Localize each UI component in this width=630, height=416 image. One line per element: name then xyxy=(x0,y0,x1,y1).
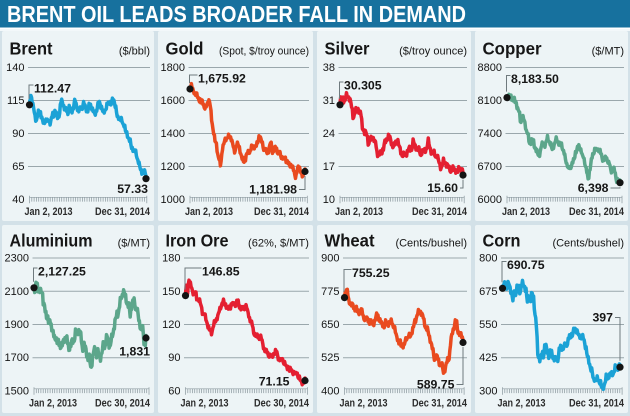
svg-text:1,181.98: 1,181.98 xyxy=(249,183,297,197)
svg-text:1500: 1500 xyxy=(5,386,29,398)
svg-text:90: 90 xyxy=(168,352,180,364)
svg-text:Jan 2, 2013: Jan 2, 2013 xyxy=(498,398,546,410)
svg-text:6700: 6700 xyxy=(478,161,502,173)
svg-text:60: 60 xyxy=(168,386,180,398)
svg-text:6000: 6000 xyxy=(478,194,502,206)
svg-text:Dec 30, 2014: Dec 30, 2014 xyxy=(95,398,151,410)
svg-text:40: 40 xyxy=(12,194,24,206)
svg-text:550: 550 xyxy=(479,319,497,331)
svg-text:Jan 2, 2013: Jan 2, 2013 xyxy=(502,206,550,218)
svg-text:38: 38 xyxy=(323,62,335,74)
svg-text:140: 140 xyxy=(6,62,24,74)
svg-text:(62%, $/MT): (62%, $/MT) xyxy=(248,238,309,250)
svg-text:Silver: Silver xyxy=(325,39,370,59)
svg-text:BRENT OIL LEADS BROADER FALL I: BRENT OIL LEADS BROADER FALL IN DEMAND xyxy=(7,1,466,27)
svg-text:675: 675 xyxy=(479,286,497,298)
svg-text:150: 150 xyxy=(162,286,180,298)
svg-text:Dec 31, 2014: Dec 31, 2014 xyxy=(254,206,310,218)
svg-text:120: 120 xyxy=(162,319,180,331)
svg-text:Dec 31, 2014: Dec 31, 2014 xyxy=(412,206,468,218)
svg-text:1600: 1600 xyxy=(161,95,185,107)
svg-text:525: 525 xyxy=(321,352,339,364)
svg-text:10: 10 xyxy=(323,194,335,206)
svg-text:Brent: Brent xyxy=(10,39,53,59)
svg-text:30.305: 30.305 xyxy=(344,79,382,93)
svg-text:1,675.92: 1,675.92 xyxy=(198,72,246,86)
svg-text:Jan 2, 2013: Jan 2, 2013 xyxy=(181,398,229,410)
svg-text:Aluminium: Aluminium xyxy=(10,231,93,251)
svg-text:1800: 1800 xyxy=(161,62,185,74)
svg-text:2300: 2300 xyxy=(5,253,29,265)
svg-text:(Spot, $/troy ounce): (Spot, $/troy ounce) xyxy=(219,46,309,58)
svg-text:8,183.50: 8,183.50 xyxy=(511,72,559,86)
svg-text:1900: 1900 xyxy=(5,319,29,331)
svg-text:Dec 31, 2014: Dec 31, 2014 xyxy=(412,398,468,410)
svg-text:Wheat: Wheat xyxy=(325,231,375,251)
svg-text:Jan 2, 2013: Jan 2, 2013 xyxy=(335,206,383,218)
svg-text:2,127.25: 2,127.25 xyxy=(38,265,86,279)
svg-text:15.60: 15.60 xyxy=(427,181,458,195)
svg-text:775: 775 xyxy=(321,286,339,298)
svg-text:($/troy ounce): ($/troy ounce) xyxy=(399,46,467,58)
svg-text:65: 65 xyxy=(12,161,24,173)
svg-text:800: 800 xyxy=(479,253,497,265)
svg-text:71.15: 71.15 xyxy=(259,375,290,389)
svg-text:425: 425 xyxy=(479,352,497,364)
svg-text:2100: 2100 xyxy=(5,286,29,298)
svg-text:31: 31 xyxy=(323,95,335,107)
svg-text:Jan 2, 2013: Jan 2, 2013 xyxy=(29,398,77,410)
svg-text:(Cents/bushel): (Cents/bushel) xyxy=(395,238,467,250)
svg-text:Jan 2, 2013: Jan 2, 2013 xyxy=(340,398,388,410)
svg-text:Dec 31, 2014: Dec 31, 2014 xyxy=(569,206,625,218)
svg-text:1700: 1700 xyxy=(5,352,29,364)
svg-text:8100: 8100 xyxy=(478,95,502,107)
svg-text:($/MT): ($/MT) xyxy=(592,46,624,58)
svg-text:Dec 31, 2014: Dec 31, 2014 xyxy=(95,206,151,218)
svg-text:8800: 8800 xyxy=(478,62,502,74)
svg-text:Jan 2, 2013: Jan 2, 2013 xyxy=(185,206,233,218)
svg-text:6,398: 6,398 xyxy=(578,181,609,195)
svg-text:400: 400 xyxy=(321,386,339,398)
svg-text:180: 180 xyxy=(162,253,180,265)
svg-text:57.33: 57.33 xyxy=(117,182,148,196)
svg-text:1,831: 1,831 xyxy=(119,345,150,359)
svg-text:650: 650 xyxy=(321,319,339,331)
svg-text:Corn: Corn xyxy=(483,231,521,251)
svg-text:690.75: 690.75 xyxy=(507,258,545,272)
svg-text:($/MT): ($/MT) xyxy=(118,238,150,250)
svg-text:Dec 31, 2014: Dec 31, 2014 xyxy=(569,398,625,410)
svg-text:397: 397 xyxy=(592,311,613,325)
svg-text:Jan 2, 2013: Jan 2, 2013 xyxy=(25,206,73,218)
svg-text:115: 115 xyxy=(7,95,25,107)
svg-text:Copper: Copper xyxy=(483,39,542,59)
svg-text:300: 300 xyxy=(479,386,497,398)
svg-text:Gold: Gold xyxy=(166,39,204,59)
svg-text:1400: 1400 xyxy=(161,128,185,140)
svg-text:24: 24 xyxy=(323,128,335,140)
svg-text:Iron Ore: Iron Ore xyxy=(166,231,229,251)
svg-text:(Cents/bushel): (Cents/bushel) xyxy=(552,238,624,250)
svg-text:1200: 1200 xyxy=(161,161,185,173)
svg-text:112.47: 112.47 xyxy=(34,82,71,96)
svg-text:1000: 1000 xyxy=(161,194,185,206)
svg-text:146.85: 146.85 xyxy=(202,265,240,279)
svg-text:Dec 30, 2014: Dec 30, 2014 xyxy=(254,398,310,410)
svg-text:7400: 7400 xyxy=(478,128,502,140)
svg-text:589.75: 589.75 xyxy=(417,378,455,392)
svg-text:755.25: 755.25 xyxy=(352,266,390,280)
svg-text:($/bbl): ($/bbl) xyxy=(119,46,150,58)
svg-text:900: 900 xyxy=(321,253,339,265)
svg-text:17: 17 xyxy=(323,161,335,173)
svg-text:90: 90 xyxy=(12,128,24,140)
